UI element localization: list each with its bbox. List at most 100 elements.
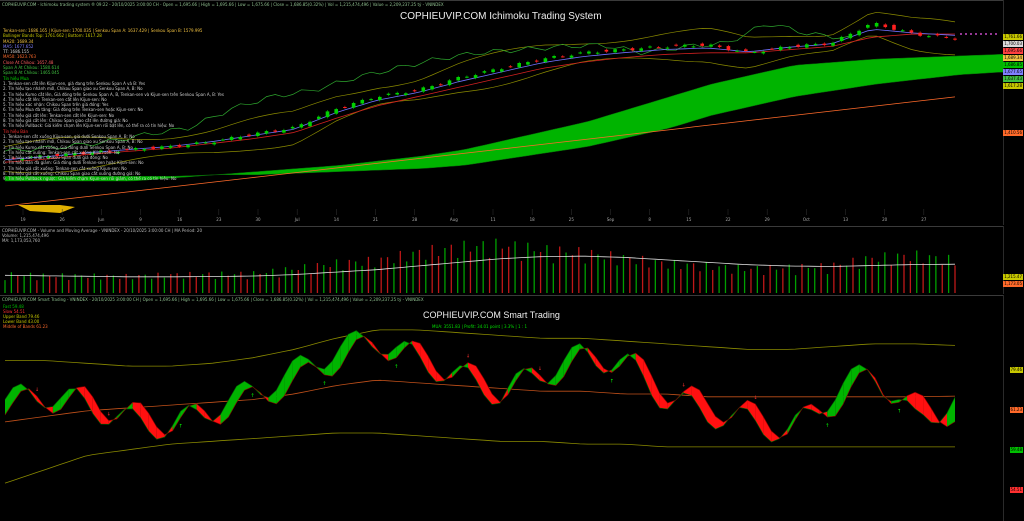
candle-body [883,24,888,28]
bearish-fill [635,353,644,377]
candle-body [500,69,504,72]
bullish-fill [13,383,21,403]
bearish-fill [939,413,947,427]
info-line: Span B At Chikou: 1465.045 [3,70,60,76]
ichimoku-info-panel: Tenkan-sen: 1686.165 | Kijun-sen: 1700.0… [3,28,224,182]
x-axis-tick-label: 9 [139,217,142,222]
volume-ma-line [4,255,956,278]
candle-body [203,142,208,144]
smart-trading-stats: MUA: 3551.83 | Profit: 34.01 point | 3.3… [432,324,527,329]
candle-body [116,151,121,154]
candle-body [81,152,86,155]
upper-band-line [5,329,956,367]
bullish-fill [268,390,277,404]
info-line: 5. Tín hiệu xác nhận: Chikou Span dưới g… [3,155,108,161]
ichimoku-header: COPHIEUVIP.COM - Ichimoku trading system… [2,2,444,7]
candle-body [273,130,277,132]
candle-body [221,139,225,141]
buy-arrow: ↑ [610,379,614,385]
legend-entry: Fast 59.48 [3,304,24,309]
bearish-fill [140,402,149,432]
bearish-fill [715,416,724,430]
candle-body [552,56,556,58]
y-axis-value-label: 1,686.85 [1003,62,1023,68]
candle-body [308,121,312,127]
projection-dot [960,33,962,35]
candle-body [927,36,931,38]
candle-body [386,93,391,95]
candle-body [691,46,696,48]
info-line: 8. Tín hiệu giá cắt xuống: Chikou Span g… [3,171,141,177]
bearish-fill [923,395,932,423]
sell-arrow: ↓ [466,354,470,360]
candle-body [543,58,548,62]
candle-body [430,86,434,90]
buy-arrow: ↑ [394,364,398,370]
projection-dot [975,33,977,35]
ichimoku-pane[interactable]: COPHIEUVIP.COM - Ichimoku trading system… [0,0,1004,226]
candle-body [20,159,25,161]
candle-body [351,103,356,108]
candle-body [142,149,147,151]
candle-body [857,30,861,36]
info-line: 9. Tín hiệu Pullback ngược: Giá kiểm chạ… [3,176,177,182]
candle-body [465,76,469,78]
candle-body [456,77,460,81]
x-axis-tick-label: Aug [449,217,458,222]
bearish-fill [699,390,708,423]
legend-entry: Slow 54.51 [3,309,26,314]
candle-body [831,42,835,46]
info-line: Tín hiệu Mua [3,75,29,81]
candle-body [439,84,443,86]
buy-arrow: ↑ [179,424,183,430]
bullish-fill [843,369,852,405]
candle-body [90,152,94,155]
bullish-fill [611,359,620,373]
smart-trading-pane[interactable]: ↓ ↓ ↑ ↑ ↑ ↑ ↓ ↓ ↑ ↓ ↓ ↑ ↑ COPHIEUVIP.COM Smart Tradi… [0,295,1004,521]
candle-body [151,146,155,149]
x-axis-tick-label: Sep [606,217,615,222]
bullish-fill [571,343,580,362]
y-axis-value-label: 1,695.66 [1003,48,1023,54]
candle-body [683,44,687,47]
volume-pane[interactable]: COPHIEUVIP.COM - Volume and Moving Avera… [0,226,1004,295]
candle-body [256,132,260,136]
candle-body [404,93,408,95]
bearish-fill [747,400,756,421]
projection-dot [965,33,967,35]
candle-body [447,80,452,86]
candle-body [133,148,138,150]
y-axis-value-label: 1,637.43 [1003,76,1023,82]
bullish-fill [340,334,349,368]
sell-arrow: ↓ [681,382,685,388]
candle-body [648,46,652,48]
bearish-fill [659,393,668,410]
bullish-fill [356,330,365,340]
candle-body [534,60,539,62]
bullish-fill [236,381,245,403]
bullish-fill [332,346,341,377]
bullish-fill [547,375,556,386]
sell-arrow: ↓ [753,395,757,401]
bearish-fill [196,403,205,418]
legend-entry: Lower Band 43.00 [3,319,40,324]
candle-body [99,150,103,153]
bearish-fill [436,371,445,382]
candle-body [186,145,190,148]
bearish-fill [84,386,93,414]
bearish-fill [476,366,484,395]
candle-body [378,96,382,101]
info-line: MA20: 1689.34 [3,38,34,44]
candle-body [107,150,112,152]
legend-entry: Upper Band 79.46 [3,314,40,319]
info-line: 4. Tín hiệu cắt lên: Tenkan-sen cắt lên … [3,96,107,102]
bollinger-lower [4,35,956,174]
bollinger-upper [4,11,956,147]
candle-body [630,48,635,51]
candle-body [247,134,251,136]
bearish-fill [803,404,812,410]
sell-arrow: ↓ [35,387,39,393]
candle-body [604,49,609,52]
candle-body [909,30,914,33]
